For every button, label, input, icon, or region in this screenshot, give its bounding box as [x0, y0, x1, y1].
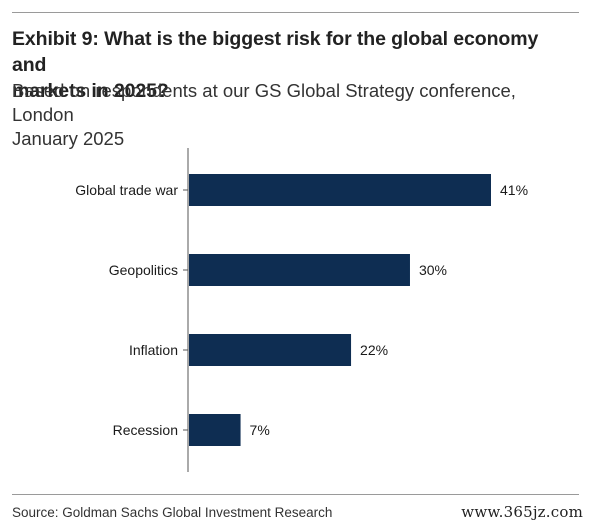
source-note: Source: Goldman Sachs Global Investment …: [12, 505, 333, 520]
category-label: Geopolitics: [109, 262, 178, 278]
watermark: www.365jz.com: [461, 503, 583, 521]
bottom-rule: [12, 494, 579, 495]
bar: [189, 174, 491, 206]
value-label: 41%: [500, 182, 528, 198]
chart-title-line-2: markets in 2025?: [12, 80, 169, 102]
chart-subtitle: Based on respondents at our GS Global St…: [12, 79, 582, 151]
chart-title-line-1: Exhibit 9: What is the biggest risk for …: [12, 28, 539, 76]
bar: [189, 254, 410, 286]
chart-subtitle-line-1: Based on respondents at our GS Global St…: [12, 80, 516, 125]
bar: [189, 334, 352, 366]
bar-chart: Global trade war 41% Geopolitics 30% Inflati…: [75, 148, 528, 472]
category-label: Inflation: [129, 342, 178, 358]
chart-subtitle-line-2: January 2025: [12, 128, 125, 149]
value-label: 7%: [250, 422, 270, 438]
value-label: 30%: [419, 262, 447, 278]
chart-title: Exhibit 9: What is the biggest risk for …: [12, 26, 572, 104]
category-label: Global trade war: [75, 182, 178, 198]
top-rule: [12, 12, 579, 13]
bar: [189, 414, 241, 446]
value-label: 22%: [360, 342, 388, 358]
category-label: Recession: [113, 422, 178, 438]
